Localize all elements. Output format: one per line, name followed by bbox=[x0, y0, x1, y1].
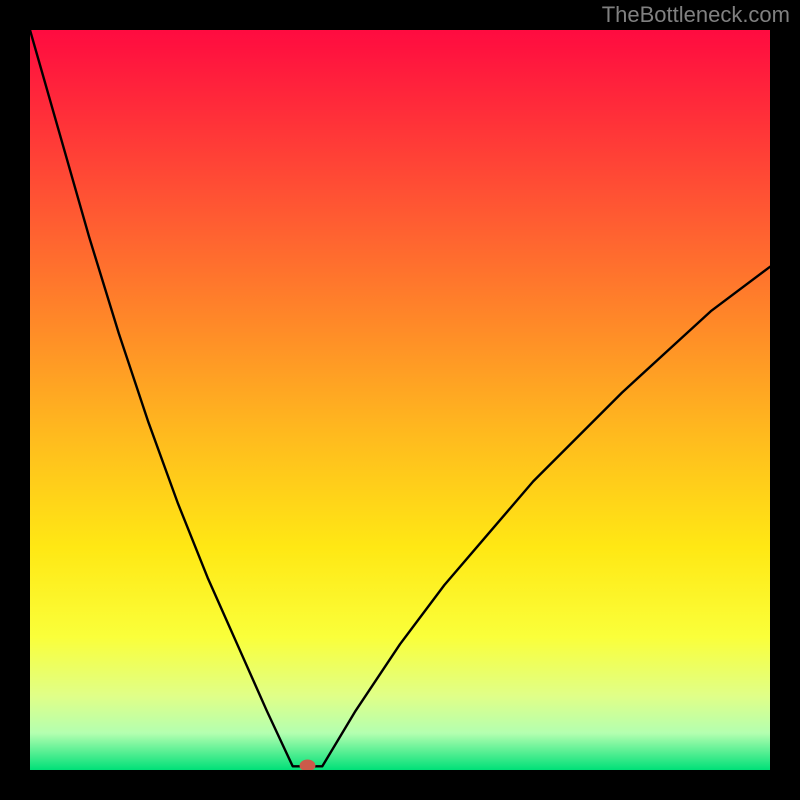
plot-svg bbox=[30, 30, 770, 770]
watermark-text: TheBottleneck.com bbox=[602, 2, 790, 28]
chart-container: TheBottleneck.com bbox=[0, 0, 800, 800]
plot-area bbox=[30, 30, 770, 770]
